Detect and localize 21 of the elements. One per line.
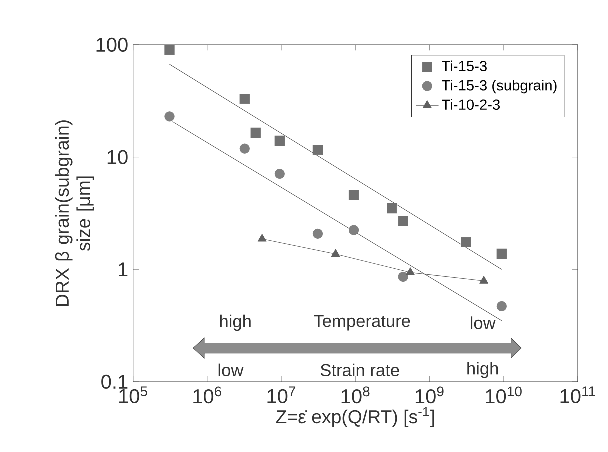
x-tick-label: 10$^{6}$ <box>194 386 222 404</box>
y-tick-label: 0.1 <box>102 374 128 390</box>
x-tick-label: 10$^{7}$ <box>268 386 296 404</box>
legend-label: Ti-10-2-3 <box>442 99 500 110</box>
x-tick-label: 10$^{11}$ <box>560 386 596 404</box>
x-tick-label: 10$^{9}$ <box>416 386 444 404</box>
legend-label: Ti-15-3 <box>442 60 487 72</box>
x-tick-label: 10$^{8}$ <box>342 386 370 404</box>
annotation: high <box>468 362 498 378</box>
x-axis-title: Z=ε̇ exp(Q/RT) [s$^{-1}$] <box>276 407 434 428</box>
annotation: low <box>218 364 244 377</box>
x-tick-label: 10$^{10}$ <box>486 386 522 404</box>
annotation: low <box>471 316 496 330</box>
annotation: high <box>220 314 251 332</box>
y-axis-title: DRX β grain(subgrain) size [μm] <box>55 120 94 306</box>
y-tick-label: 1 <box>119 262 128 277</box>
annotation: Strain rate <box>320 364 400 377</box>
y-tick-label: 100 <box>96 38 128 52</box>
legend-label: Ti-15-3 (subgrain) <box>442 80 557 94</box>
y-tick-label: 10 <box>108 150 128 164</box>
annotation: Temperature <box>314 315 410 331</box>
